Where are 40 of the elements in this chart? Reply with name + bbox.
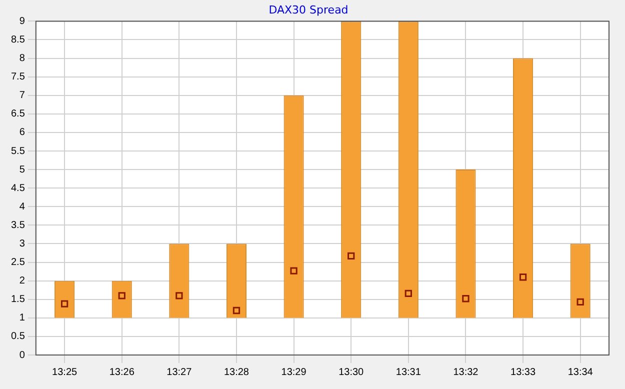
y-tick-label: 9: [19, 16, 26, 27]
y-tick-label: 1: [19, 312, 26, 324]
point: [348, 252, 355, 260]
y-tick-label: 3: [19, 238, 26, 250]
x-tick-label: 13:33: [510, 366, 536, 378]
y-tick-label: 2.5: [10, 257, 26, 268]
x-tick-label: 13:34: [568, 366, 594, 378]
y-tick-label: 5.5: [10, 146, 26, 157]
chart-title: DAX30 Spread: [268, 3, 348, 16]
y-tick-label: 7: [19, 90, 26, 102]
point: [576, 298, 584, 306]
point: [290, 267, 298, 274]
y-tick-label: 8: [19, 53, 26, 64]
y-tick-label: 0.5: [10, 331, 26, 342]
x-tick-label: 13:28: [224, 366, 250, 378]
x-tick-label: 13:31: [396, 366, 422, 378]
point: [232, 306, 240, 314]
x-tick-label: 13:32: [453, 366, 479, 378]
y-tick-label: 0: [19, 350, 26, 361]
x-tick-label: 13:27: [166, 366, 192, 378]
y-tick-label: 8.5: [10, 34, 26, 46]
x-tick-label: 13:29: [281, 366, 307, 378]
y-tick-label: 3.5: [10, 220, 26, 231]
point: [118, 292, 126, 300]
y-tick-label: 5: [19, 164, 26, 176]
point: [60, 300, 68, 308]
x-tick-label: 13:30: [338, 366, 364, 378]
y-tick-label: 6: [19, 127, 26, 138]
y-tick-label: 2: [19, 276, 26, 287]
x-tick-label: 13:26: [109, 366, 135, 378]
y-tick-label: 1.5: [10, 294, 26, 306]
x-tick-label: 13:25: [52, 366, 78, 378]
point: [176, 292, 183, 300]
y-tick-label: 4.5: [10, 182, 26, 194]
y-tick-label: 4: [19, 201, 26, 212]
y-tick-label: 6.5: [10, 108, 26, 120]
point: [404, 290, 412, 298]
y-tick-label: 7.5: [10, 72, 26, 83]
point: [462, 295, 470, 302]
point: [519, 274, 527, 281]
